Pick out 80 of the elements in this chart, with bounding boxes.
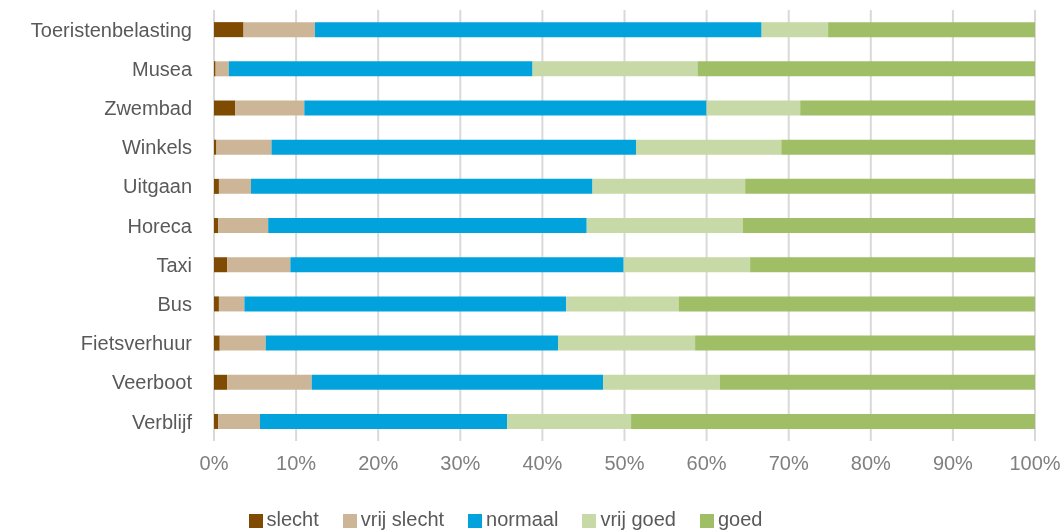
bar [678,296,1035,312]
y-tick-label: Uitgaan [123,175,192,198]
bar [695,335,1035,351]
bar [218,178,251,194]
bar [828,22,1035,38]
bar [271,139,636,155]
bar [290,257,624,273]
bar [697,61,1035,77]
bar [214,178,219,194]
bar [311,374,604,390]
bar [719,374,1035,390]
x-tick-label: 10% [276,452,317,475]
bar [781,139,1035,155]
bar [214,218,219,234]
bar [592,178,746,194]
bar [586,218,743,234]
x-tick-label: 0% [199,452,229,475]
bar [250,178,593,194]
bar [268,218,587,234]
bar [800,100,1035,116]
x-tick-label: 100% [1009,452,1061,475]
legend-label: slecht [266,508,319,530]
bar [745,178,1035,194]
bar [244,296,567,312]
y-tick-label: Musea [131,57,193,80]
bar [623,257,751,273]
bar [507,413,632,429]
bar [635,139,782,155]
bar [761,22,829,38]
bar [214,374,228,390]
y-tick-label: Horeca [127,214,193,237]
y-tick-label: Verblijf [131,410,193,433]
bar [603,374,720,390]
x-tick-label: 30% [440,452,481,475]
bar [243,22,315,38]
bar [314,22,762,38]
y-tick-label: Veerboot [111,371,193,394]
x-tick-label: 60% [686,452,727,475]
bar [742,218,1035,234]
legend-label: vrij goed [600,508,676,530]
bar [227,374,312,390]
bar [706,100,801,116]
y-tick-label: Toeristenbelasting [30,18,192,41]
bar [216,139,272,155]
x-tick-label: 80% [850,452,892,475]
y-tick-label: Bus [157,292,192,315]
legend-label: vrij slecht [360,508,445,530]
bar [265,335,558,351]
bar [214,22,244,38]
bar [566,296,679,312]
bar [218,296,245,312]
bar [558,335,696,351]
bar [259,413,508,429]
bar [219,335,266,351]
bar [214,296,219,312]
bar [218,413,260,429]
legend-label: goed [717,508,763,530]
bar [218,218,269,234]
bar [215,61,229,77]
bar [631,413,1035,429]
bar [214,257,228,273]
y-tick-label: Zwembad [104,97,192,120]
x-tick-label: 90% [932,452,974,475]
x-tick-label: 70% [768,452,809,475]
bar [228,61,533,77]
legend-label: normaal [486,508,559,530]
y-tick-label: Taxi [156,253,192,276]
bar [304,100,707,116]
x-tick-label: 20% [358,452,399,475]
bar [214,413,219,429]
bar [235,100,305,116]
x-tick-label: 40% [522,452,563,475]
bar [227,257,291,273]
y-tick-label: Fietsverhuur [80,332,193,355]
x-tick-label: 50% [604,452,645,475]
bar [532,61,698,77]
y-tick-label: Winkels [121,136,192,159]
bar [214,100,236,116]
bar [750,257,1035,273]
bar [214,335,220,351]
